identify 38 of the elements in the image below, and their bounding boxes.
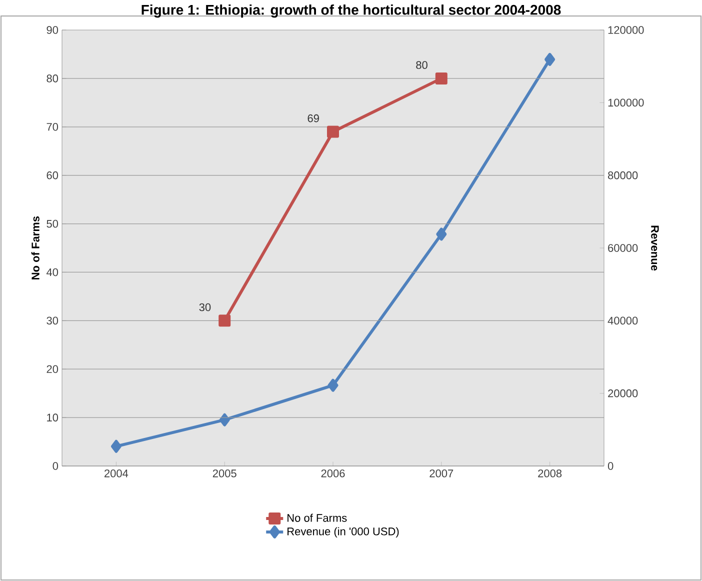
y2-tick-label: 0 (608, 462, 614, 470)
data-label: 69 (308, 114, 319, 122)
data-label: 30 (199, 303, 211, 312)
point (110, 440, 122, 453)
y-tick-label: 10 (47, 414, 58, 422)
y2-axis-title: Revenue (651, 226, 659, 271)
chart-title: Figure 1: Ethiopia: growth of the horticultural sector 2004-2008 (142, 4, 561, 18)
x-tick-label: 2006 (321, 470, 345, 478)
data-label: 80 (416, 61, 428, 69)
y-axis-title: No of Farms (31, 216, 40, 280)
y-tick-label: 50 (46, 220, 58, 228)
legend-label: No of Farms (288, 514, 347, 522)
point (435, 72, 448, 84)
legend-label: Revenue (in '000 USD) (288, 527, 399, 538)
y-tick-label: 70 (46, 122, 58, 131)
y2-tick-label: 20000 (608, 389, 638, 398)
y-tick-label: 20 (46, 365, 58, 374)
x-tick-label: 2005 (212, 470, 236, 478)
y-tick-label: 0 (52, 462, 58, 470)
point (219, 413, 230, 426)
y-tick-label: 90 (46, 26, 58, 34)
y2-tick-label: 100000 (608, 98, 644, 107)
y-tick-label: 60 (46, 171, 58, 180)
y2-tick-label: 120000 (608, 26, 644, 34)
point (218, 314, 231, 327)
y2-tick-label: 80000 (608, 171, 638, 180)
y2-tick-label: 60000 (608, 244, 638, 252)
point (436, 228, 447, 241)
x-tick-label: 2008 (538, 470, 562, 478)
point (328, 378, 338, 392)
y2-tick-label: 40000 (608, 316, 638, 325)
y-tick-label: 80 (46, 74, 58, 82)
y-tick-label: 40 (46, 268, 58, 276)
x-tick-label: 2007 (430, 470, 454, 478)
x-tick-label: 2004 (104, 470, 128, 478)
point (544, 52, 556, 66)
y-tick-label: 30 (46, 316, 58, 325)
point (327, 126, 339, 138)
